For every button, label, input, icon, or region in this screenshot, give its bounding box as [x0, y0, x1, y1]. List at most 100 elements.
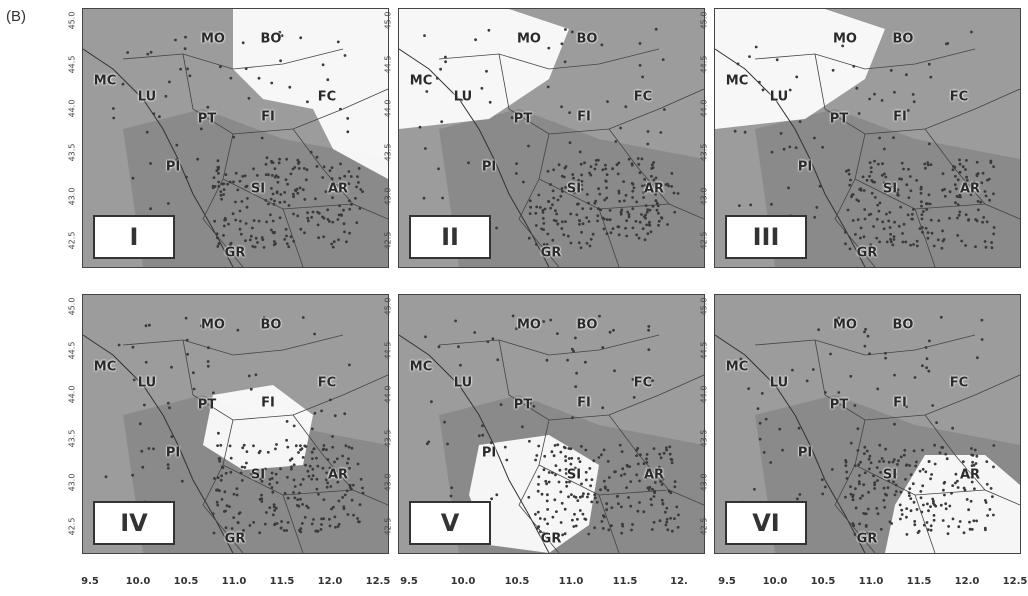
- sample-point: [269, 228, 273, 232]
- sample-point: [286, 182, 289, 186]
- sample-point: [232, 516, 236, 519]
- sample-point: [631, 207, 635, 211]
- sample-point: [220, 465, 224, 469]
- sample-point: [292, 491, 295, 494]
- sample-point: [338, 204, 341, 208]
- sample-point: [629, 480, 633, 483]
- sample-point: [270, 486, 274, 489]
- sample-point: [867, 490, 870, 494]
- x-tick-label: 11.0: [221, 576, 247, 587]
- sample-point: [491, 337, 495, 341]
- sample-point: [543, 517, 547, 521]
- y-tick-label: 43.5: [699, 143, 709, 162]
- sample-point: [873, 487, 876, 490]
- sample-point: [883, 492, 887, 496]
- sample-point: [943, 493, 946, 497]
- sample-point: [542, 243, 546, 246]
- sample-point: [292, 192, 295, 196]
- sample-point: [985, 220, 989, 224]
- sample-point: [333, 515, 337, 519]
- sample-point: [437, 345, 441, 349]
- region-border: [498, 53, 704, 135]
- sample-point: [222, 224, 226, 228]
- sample-point: [333, 414, 337, 418]
- sample-point: [299, 444, 302, 447]
- sample-point: [939, 503, 943, 507]
- sample-point: [992, 226, 996, 229]
- sample-point: [638, 501, 641, 504]
- sample-point: [621, 467, 625, 471]
- sample-point: [321, 448, 325, 451]
- sample-point: [265, 511, 268, 514]
- sample-point: [958, 158, 961, 162]
- sample-point: [354, 196, 357, 200]
- sample-point: [240, 465, 244, 469]
- sample-point: [315, 456, 318, 460]
- sample-point: [562, 445, 566, 449]
- sample-point: [306, 216, 310, 220]
- sample-point: [486, 340, 490, 343]
- sample-point: [965, 498, 969, 501]
- y-tick-label: 44.5: [699, 341, 709, 360]
- sample-point: [276, 180, 280, 184]
- sample-point: [902, 453, 906, 457]
- sample-point: [537, 444, 541, 448]
- sample-point: [325, 485, 329, 489]
- sample-point: [627, 213, 631, 216]
- sample-point: [563, 507, 567, 511]
- sample-point: [217, 180, 221, 184]
- sample-point: [184, 35, 187, 39]
- sample-point: [559, 521, 563, 524]
- coastline: [83, 48, 234, 267]
- sample-point: [958, 170, 962, 174]
- sample-point: [556, 332, 559, 335]
- region-border: [282, 494, 304, 553]
- sample-point: [564, 185, 567, 189]
- sample-point: [853, 532, 857, 536]
- sample-point: [975, 160, 979, 164]
- sample-point: [319, 528, 323, 531]
- sample-point: [575, 371, 578, 375]
- sample-point: [224, 471, 228, 475]
- y-tick-label: 42.5: [67, 517, 77, 536]
- sample-point: [584, 360, 587, 364]
- sample-point: [863, 452, 866, 455]
- sample-point: [646, 232, 650, 236]
- sample-point: [167, 202, 170, 205]
- sample-point: [285, 242, 289, 246]
- sample-point: [856, 218, 860, 222]
- sample-point: [238, 179, 242, 183]
- sample-point: [876, 387, 880, 391]
- sample-point: [848, 247, 852, 251]
- sample-point: [330, 242, 334, 246]
- sample-point: [932, 499, 935, 503]
- sample-point: [551, 238, 555, 242]
- sample-point: [556, 222, 560, 226]
- sample-point: [956, 203, 960, 207]
- sample-point: [252, 444, 255, 448]
- sample-point: [425, 90, 429, 93]
- sample-point: [315, 155, 319, 159]
- sample-point: [241, 41, 245, 45]
- sample-point: [216, 245, 220, 248]
- sample-point: [545, 499, 549, 503]
- sample-point: [220, 197, 224, 201]
- sample-point: [992, 465, 995, 469]
- sample-point: [631, 189, 635, 193]
- sample-point: [217, 184, 221, 188]
- sample-point: [265, 220, 268, 224]
- sample-point: [963, 186, 967, 190]
- sample-point: [607, 476, 611, 479]
- sample-point: [914, 464, 917, 468]
- sample-point: [147, 447, 151, 450]
- sample-point: [602, 514, 605, 517]
- sample-point: [275, 191, 279, 195]
- sample-point: [647, 475, 650, 478]
- sample-point: [876, 203, 880, 207]
- sample-point: [263, 522, 267, 526]
- sample-point: [216, 476, 220, 479]
- sample-point: [929, 528, 933, 532]
- sample-point: [221, 182, 224, 186]
- sample-point: [601, 527, 605, 530]
- sample-point: [670, 458, 674, 462]
